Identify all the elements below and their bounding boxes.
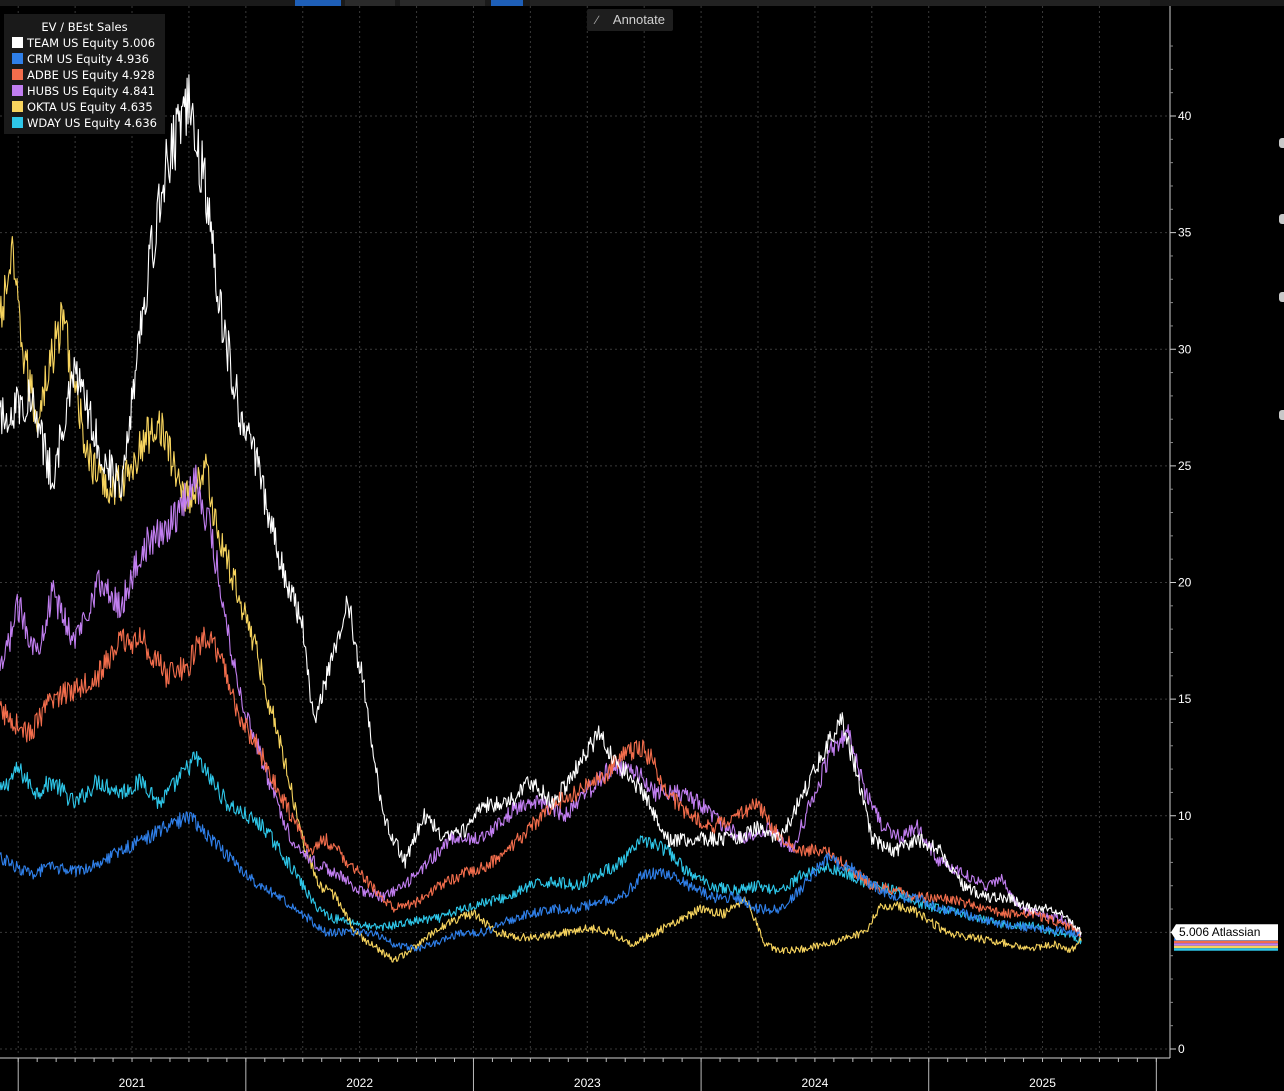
legend-swatch <box>12 69 23 80</box>
y-tick-label: 40 <box>1178 109 1192 123</box>
legend-swatch <box>12 101 23 112</box>
legend-swatch <box>12 85 23 96</box>
toolbar-tab-segment[interactable] <box>491 0 523 6</box>
legend-entry-crm[interactable]: CRM US Equity 4.936 <box>12 51 165 67</box>
last-value-tag-small <box>1174 948 1278 951</box>
series-line-okta <box>0 236 1082 963</box>
series-line-wday <box>0 751 1082 945</box>
last-value-tag-small <box>1174 940 1278 944</box>
legend-entry-adbe[interactable]: ADBE US Equity 4.928 <box>12 67 165 83</box>
legend-swatch <box>12 37 23 48</box>
series-line-adbe <box>0 626 1082 937</box>
annotate-label: Annotate <box>612 12 665 27</box>
legend-entry-okta[interactable]: OKTA US Equity 4.635 <box>12 99 165 115</box>
legend-entry-wday[interactable]: WDAY US Equity 4.636 <box>12 115 165 131</box>
last-value-tag-label: 5.006 Atlassian <box>1179 925 1260 939</box>
top-toolbar-strip <box>0 0 1284 6</box>
y-tick-label: 20 <box>1178 576 1192 590</box>
chart-legend: EV / BEst Sales TEAM US Equity 5.006 CRM… <box>4 14 165 134</box>
legend-swatch <box>12 117 23 128</box>
toolbar-tab-segment[interactable] <box>400 0 485 6</box>
x-year-label: 2023 <box>574 1076 601 1090</box>
x-year-label: 2021 <box>119 1076 146 1090</box>
chart-gridlines <box>0 6 1170 1054</box>
edge-handle[interactable] <box>1279 214 1284 224</box>
legend-label: OKTA US Equity 4.635 <box>27 100 153 114</box>
legend-label: ADBE US Equity 4.928 <box>27 68 155 82</box>
legend-title: EV / BEst Sales <box>41 20 128 34</box>
pen-icon: ∕ <box>596 13 599 27</box>
x-axis: 2021 2022 2023 2024 2025 <box>0 1057 1170 1091</box>
annotate-button[interactable]: ∕ Annotate <box>587 9 673 31</box>
legend-swatch <box>12 53 23 64</box>
series-line-hubs <box>0 464 1082 937</box>
series-lines <box>0 74 1082 963</box>
x-year-label: 2025 <box>1029 1076 1056 1090</box>
x-year-label: 2022 <box>346 1076 373 1090</box>
x-year-label: 2024 <box>802 1076 829 1090</box>
y-tick-label: 0 <box>1178 1042 1185 1056</box>
edge-handle[interactable] <box>1279 410 1284 420</box>
last-value-tags: 5.006 Atlassian <box>1171 924 1278 951</box>
y-axis: 0510152025303540 <box>1169 6 1192 1058</box>
y-tick-label: 25 <box>1178 459 1192 473</box>
series-line-team <box>0 74 1082 936</box>
last-value-tag-small <box>1174 945 1278 949</box>
legend-label: HUBS US Equity 4.841 <box>27 84 156 98</box>
legend-label: WDAY US Equity 4.636 <box>27 116 157 130</box>
edge-handle[interactable] <box>1279 138 1284 148</box>
legend-entry-team[interactable]: TEAM US Equity 5.006 <box>12 35 165 51</box>
toolbar-tab-segment[interactable] <box>295 0 341 6</box>
last-value-tag-team <box>1171 924 1278 941</box>
legend-label: CRM US Equity 4.936 <box>27 52 149 66</box>
y-tick-label: 35 <box>1178 226 1192 240</box>
series-line-crm <box>0 811 1082 952</box>
y-tick-label: 15 <box>1178 692 1192 706</box>
toolbar-tab-segment[interactable] <box>530 0 1150 6</box>
legend-entry-hubs[interactable]: HUBS US Equity 4.841 <box>12 83 165 99</box>
y-tick-label: 30 <box>1178 342 1192 356</box>
toolbar-tab-segment[interactable] <box>345 0 395 6</box>
y-tick-label: 10 <box>1178 809 1192 823</box>
legend-label: TEAM US Equity 5.006 <box>27 36 156 50</box>
edge-handle[interactable] <box>1279 292 1284 302</box>
right-edge-handles <box>1276 130 1284 430</box>
last-value-tag-small <box>1174 943 1278 946</box>
